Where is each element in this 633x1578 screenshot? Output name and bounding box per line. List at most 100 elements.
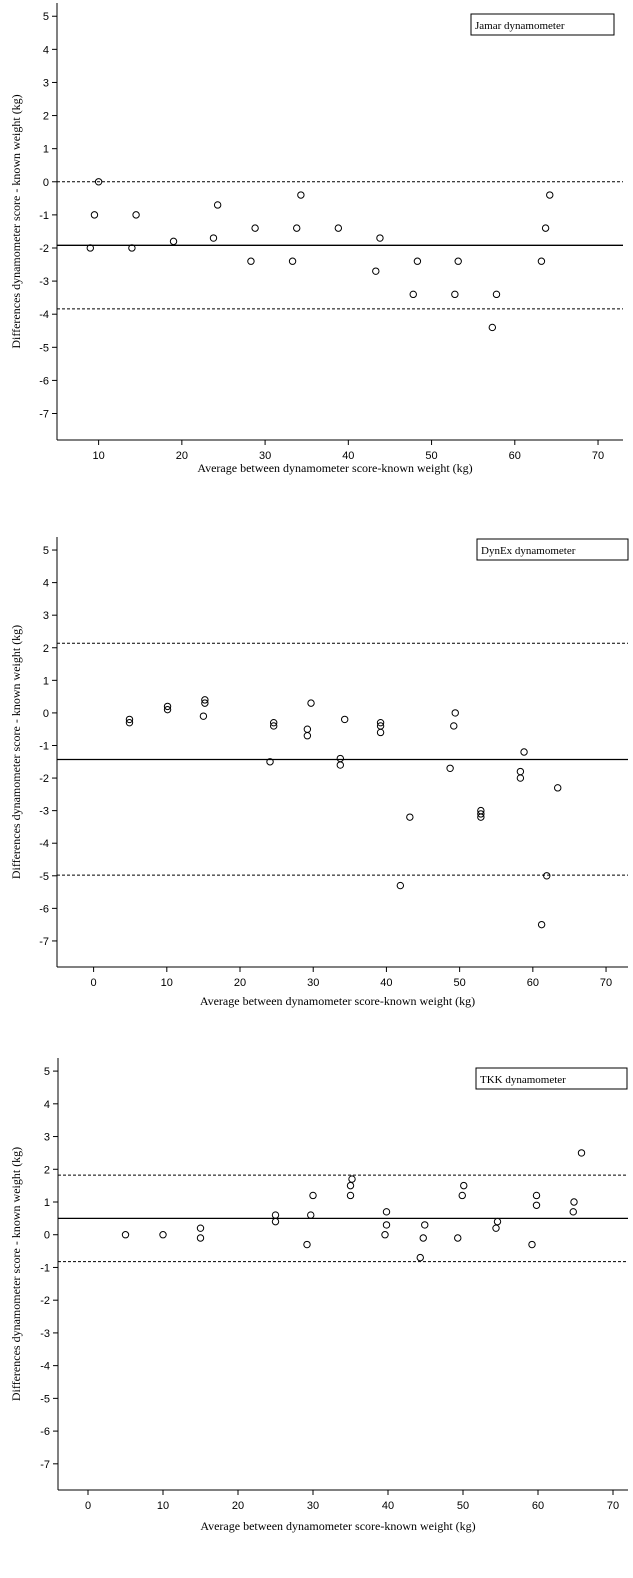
data-point (297, 191, 305, 199)
y-tick-label: 1 (43, 675, 49, 687)
x-tick-label: 60 (532, 1500, 544, 1512)
y-tick-label: -1 (39, 740, 49, 752)
data-point (132, 211, 140, 219)
data-point (307, 1211, 315, 1219)
data-point (196, 1224, 205, 1232)
data-point (247, 257, 255, 265)
legend-box (476, 538, 629, 561)
data-point (416, 1253, 424, 1262)
x-tick-label: 20 (176, 450, 188, 462)
y-tick-label: -5 (40, 1393, 50, 1405)
x-tick-label: 10 (161, 977, 173, 989)
x-axis-label: Average between dynamometer score-known … (200, 1519, 475, 1533)
y-tick-label: -7 (40, 1459, 50, 1471)
x-tick-label: 20 (234, 977, 246, 989)
legend-title: TKK dynamometer (480, 1074, 566, 1086)
y-tick-label: 1 (43, 144, 49, 156)
data-point (199, 712, 208, 720)
data-point (406, 813, 414, 821)
y-tick-label: 3 (43, 610, 49, 622)
data-point (372, 267, 380, 275)
y-tick-label: 3 (43, 77, 49, 89)
data-point (348, 1175, 356, 1183)
data-point (446, 764, 454, 772)
data-point (163, 702, 172, 711)
data-point (271, 1217, 280, 1226)
data-point (340, 715, 349, 724)
x-tick-label: 50 (457, 1500, 469, 1512)
data-point (376, 234, 384, 242)
data-point (570, 1198, 578, 1206)
data-point (493, 1217, 502, 1226)
data-point (201, 696, 209, 704)
y-tick-label: -4 (40, 1361, 50, 1373)
data-point (477, 813, 485, 821)
y-tick-label: 2 (44, 1164, 50, 1176)
x-axis-label: Average between dynamometer score-known … (200, 994, 475, 1008)
x-tick-label: 10 (92, 450, 104, 462)
data-point (336, 754, 345, 763)
data-point (458, 1191, 466, 1200)
data-point (269, 722, 278, 730)
y-tick-label: -2 (40, 1295, 50, 1307)
data-point (94, 178, 103, 186)
data-point (86, 244, 94, 252)
data-point (546, 191, 554, 199)
data-point (477, 810, 485, 818)
data-point (577, 1149, 586, 1157)
data-point (419, 1234, 427, 1242)
data-point (163, 705, 172, 714)
y-tick-label: 0 (43, 177, 49, 189)
y-axis-label: Differences dynamometer score - known we… (9, 625, 23, 879)
data-point (460, 1181, 468, 1190)
data-point (201, 699, 209, 707)
data-point (516, 767, 525, 776)
data-point (376, 718, 385, 727)
data-point (409, 290, 417, 299)
data-point (288, 257, 297, 265)
data-point (125, 718, 134, 727)
x-tick-label: 70 (607, 1500, 619, 1512)
y-tick-label: 4 (44, 1099, 50, 1111)
y-tick-label: -4 (39, 838, 49, 850)
y-tick-label: -3 (40, 1328, 50, 1340)
y-tick-label: 4 (43, 44, 49, 56)
y-tick-label: -6 (39, 903, 49, 915)
data-point (421, 1221, 429, 1229)
x-tick-label: 40 (382, 1500, 394, 1512)
data-point (196, 1234, 205, 1242)
legend-box (470, 13, 615, 36)
data-point (303, 725, 312, 733)
x-tick-label: 70 (600, 977, 612, 989)
x-tick-label: 0 (91, 977, 97, 989)
data-point (454, 1234, 462, 1242)
x-tick-label: 10 (157, 1500, 169, 1512)
data-point (90, 211, 99, 219)
data-point (492, 290, 501, 299)
legend-title: Jamar dynamometer (475, 20, 565, 32)
y-tick-label: -6 (39, 375, 49, 387)
y-axis-label: Differences dynamometer score - known we… (9, 1147, 23, 1401)
y-tick-label: -3 (39, 806, 49, 818)
x-tick-label: 30 (307, 977, 319, 989)
data-point (271, 1211, 280, 1219)
data-point (516, 774, 525, 782)
data-point (303, 732, 312, 740)
data-point (492, 1224, 500, 1232)
x-tick-label: 30 (259, 450, 271, 462)
y-tick-label: -7 (39, 409, 49, 421)
y-tick-label: 5 (43, 11, 49, 23)
x-axis-label: Average between dynamometer score-known … (197, 461, 472, 475)
data-point (537, 257, 546, 265)
y-tick-label: 1 (44, 1197, 50, 1209)
y-tick-label: 2 (43, 643, 49, 655)
data-point (382, 1221, 391, 1229)
data-point (269, 718, 278, 727)
y-tick-label: -5 (39, 342, 49, 354)
data-point (376, 728, 385, 737)
data-point (541, 224, 550, 232)
y-tick-label: -5 (39, 871, 49, 883)
